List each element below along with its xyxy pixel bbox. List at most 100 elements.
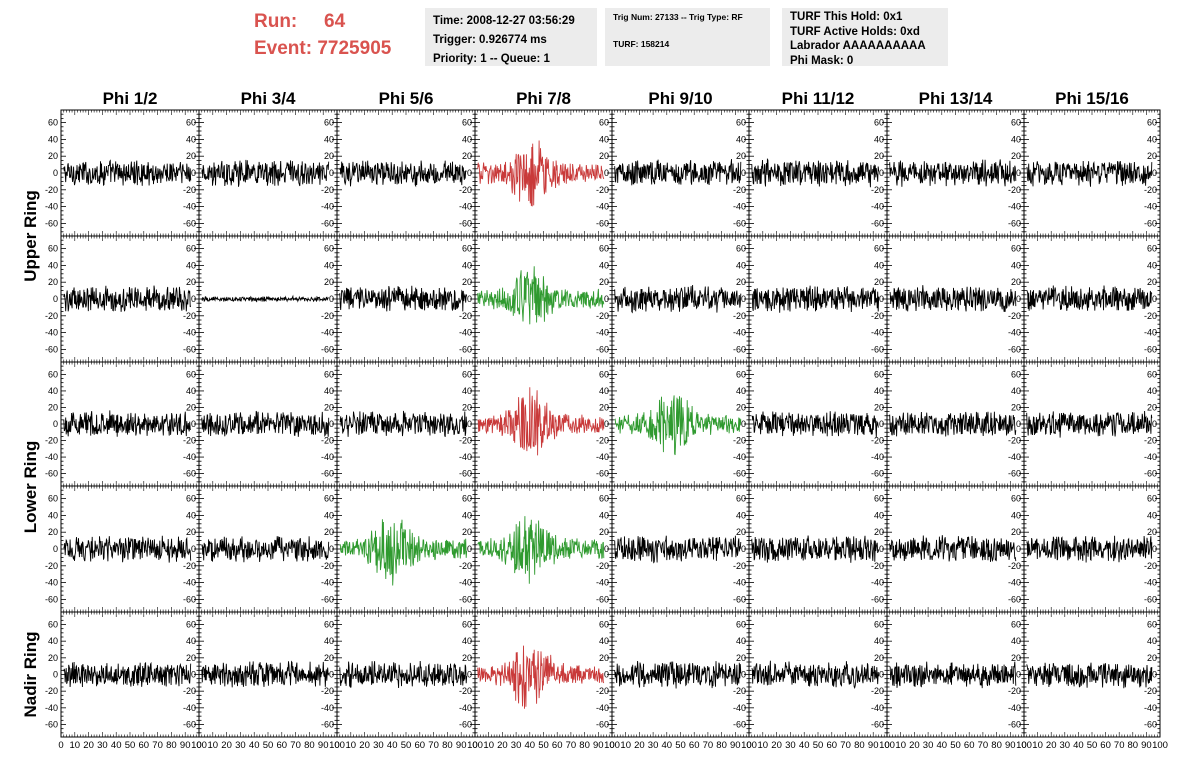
waveform-trace (477, 516, 605, 584)
y-tick-label: 20 (48, 402, 58, 412)
y-tick-label: -20 (596, 185, 609, 195)
y-tick-label: 20 (324, 402, 334, 412)
y-tick-label: -60 (183, 218, 196, 228)
y-tick-label: 20 (599, 527, 609, 537)
y-tick-label: 0 (191, 419, 196, 429)
y-tick-label: -20 (45, 311, 58, 321)
column-header: Phi 7/8 (516, 89, 571, 108)
y-tick-label: 20 (736, 402, 746, 412)
y-tick-label: 60 (599, 118, 609, 128)
y-tick-label: 60 (736, 369, 746, 379)
y-tick-label: -20 (1144, 185, 1157, 195)
y-tick-label: 0 (329, 419, 334, 429)
time-text: Time: 2008-12-27 03:56:29 (433, 15, 575, 27)
y-tick-label: -40 (733, 452, 746, 462)
y-tick-label: 20 (874, 402, 884, 412)
y-tick-label: -20 (183, 561, 196, 571)
y-tick-label: -20 (183, 436, 196, 446)
y-tick-label: 20 (48, 277, 58, 287)
run-event-info: Run: 64 Event: 7725905 (254, 8, 391, 62)
y-tick-label: -60 (321, 469, 334, 479)
y-tick-label: 20 (1147, 402, 1157, 412)
panel-frame (1023, 361, 1161, 487)
trig-num-text: Trig Num: 27133 -- Trig Type: RF (613, 12, 743, 22)
row-label: Upper Ring (21, 190, 40, 282)
y-tick-label: 40 (462, 510, 472, 520)
y-tick-label: 20 (324, 527, 334, 537)
column-header: Phi 9/10 (648, 89, 712, 108)
waveform-trace (751, 285, 880, 313)
y-tick-label: -60 (596, 344, 609, 354)
y-tick-label: 40 (48, 510, 58, 520)
y-tick-label: 0 (467, 168, 472, 178)
column-header: Phi 15/16 (1055, 89, 1129, 108)
y-tick-label: 60 (1011, 118, 1021, 128)
waveform-trace (339, 519, 468, 586)
turf-text: TURF: 158214 (613, 39, 670, 49)
y-tick-label: -40 (459, 452, 472, 462)
waveform-trace (339, 285, 468, 312)
y-tick-label: 20 (736, 277, 746, 287)
waveform-trace (751, 157, 880, 188)
event-label: Event: (254, 38, 313, 59)
y-tick-label: -40 (321, 328, 334, 338)
run-value: 64 (324, 11, 346, 32)
y-tick-label: -40 (183, 452, 196, 462)
waveform-trace (751, 411, 879, 438)
y-tick-label: -60 (1144, 469, 1157, 479)
waveform-trace (201, 410, 330, 438)
y-tick-label: -60 (733, 344, 746, 354)
y-tick-label: 40 (48, 260, 58, 270)
y-tick-label: -40 (183, 202, 196, 212)
y-tick-label: 0 (329, 168, 334, 178)
y-tick-label: -60 (1144, 218, 1157, 228)
y-tick-label: 0 (741, 168, 746, 178)
y-tick-label: 60 (1011, 369, 1021, 379)
trigger-info-box: Trig Num: 27133 -- Trig Type: RF TURF: 1… (605, 8, 770, 66)
y-tick-label: 60 (599, 494, 609, 504)
y-tick-label: -60 (459, 344, 472, 354)
y-tick-label: 0 (879, 294, 884, 304)
y-tick-label: -60 (183, 594, 196, 604)
y-tick-label: 60 (874, 244, 884, 254)
y-tick-label: 40 (324, 510, 334, 520)
y-tick-label: -40 (871, 452, 884, 462)
y-tick-label: -20 (1008, 436, 1021, 446)
y-tick-label: 0 (467, 294, 472, 304)
y-tick-label: 60 (736, 244, 746, 254)
y-tick-label: 40 (599, 510, 609, 520)
phi-mask-text: Phi Mask: 0 (790, 54, 854, 67)
y-tick-label: -20 (321, 436, 334, 446)
y-tick-label: 0 (1016, 168, 1021, 178)
y-tick-label: 60 (48, 494, 58, 504)
y-tick-label: 40 (48, 134, 58, 144)
y-tick-label: 40 (1147, 386, 1157, 396)
y-tick-label: 0 (53, 168, 58, 178)
y-tick-label: 20 (462, 527, 472, 537)
waveform-trace (339, 160, 467, 188)
y-tick-label: 20 (186, 277, 196, 287)
run-label: Run: (254, 11, 298, 32)
y-tick-label: 60 (324, 369, 334, 379)
y-tick-label: 40 (186, 260, 196, 270)
waveform-trace (63, 285, 192, 312)
y-tick-label: 0 (1152, 294, 1157, 304)
y-tick-label: 60 (736, 118, 746, 128)
y-tick-label: 0 (879, 168, 884, 178)
priority-text: Priority: 1 -- Queue: 1 (433, 53, 550, 65)
y-tick-label: 0 (1152, 168, 1157, 178)
y-tick-label: -20 (459, 436, 472, 446)
y-tick-label: 40 (736, 386, 746, 396)
y-tick-label: -40 (45, 202, 58, 212)
y-tick-label: -40 (321, 578, 334, 588)
waveform-trace (477, 266, 605, 325)
waveform-trace (889, 285, 1017, 312)
row-label: Nadir Ring (21, 632, 40, 718)
y-tick-label: 60 (599, 244, 609, 254)
waveform-trace (339, 410, 468, 438)
turf-this-hold-text: TURF This Hold: 0x1 (790, 11, 903, 23)
y-tick-label: 20 (186, 151, 196, 161)
y-tick-label: -20 (321, 561, 334, 571)
y-tick-label: -60 (871, 469, 884, 479)
waveform-trace (63, 410, 192, 437)
